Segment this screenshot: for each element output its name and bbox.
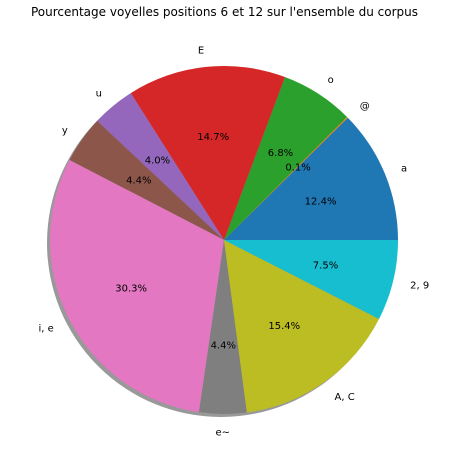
pct-label-2-9: 7.5%: [313, 260, 338, 271]
pie-slice-u: [97, 93, 224, 240]
pct-label-a-c: 15.4%: [268, 321, 300, 332]
pie-slice-i-e: [50, 160, 224, 413]
category-label-y: y: [62, 125, 68, 136]
category-label-a-c: A, C: [335, 392, 355, 403]
pct-label-x: 0.1%: [285, 162, 310, 173]
pct-label-i-e: 30.3%: [115, 284, 147, 295]
pie-slice-o: [224, 77, 348, 241]
category-label-o: o: [328, 75, 334, 86]
pie-slice-a: [224, 117, 398, 240]
pct-label-e: 4.4%: [211, 340, 236, 351]
pct-label-y: 4.4%: [126, 176, 151, 187]
pie-slice-a-c: [224, 240, 380, 413]
pie-slice-e: [198, 240, 247, 414]
pie-category-labels: a @ o Eu y i, e e~ A, C 2, 9: [38, 46, 429, 439]
category-label-u: u: [96, 89, 102, 100]
pie-percentage-labels: 12.4% 0.1% 6.8% 14.7% 4.0% 4.4% 30.3% 4.4% 15.4%…: [115, 132, 338, 351]
category-label-e: e~: [216, 427, 231, 438]
pie-slice-e: [130, 66, 285, 240]
pie-slice-y: [69, 120, 224, 240]
category-label-a: a: [401, 163, 407, 174]
pct-label-u: 4.0%: [145, 156, 170, 167]
chart-title: Pourcentage voyelles positions 6 et 12 s…: [30, 5, 419, 19]
category-label-2-9: 2, 9: [410, 281, 429, 292]
pie-slices: [50, 66, 398, 414]
pie-slice-x: [224, 116, 348, 240]
category-label-i-e: i, e: [38, 323, 53, 334]
pie-slice-2-9: [224, 240, 398, 319]
category-label-x: @: [360, 101, 370, 112]
pct-label-a: 12.4%: [305, 196, 337, 207]
pct-label-o: 6.8%: [268, 148, 293, 159]
pct-label-e: 14.7%: [197, 132, 229, 143]
category-label-e: E: [198, 46, 204, 57]
